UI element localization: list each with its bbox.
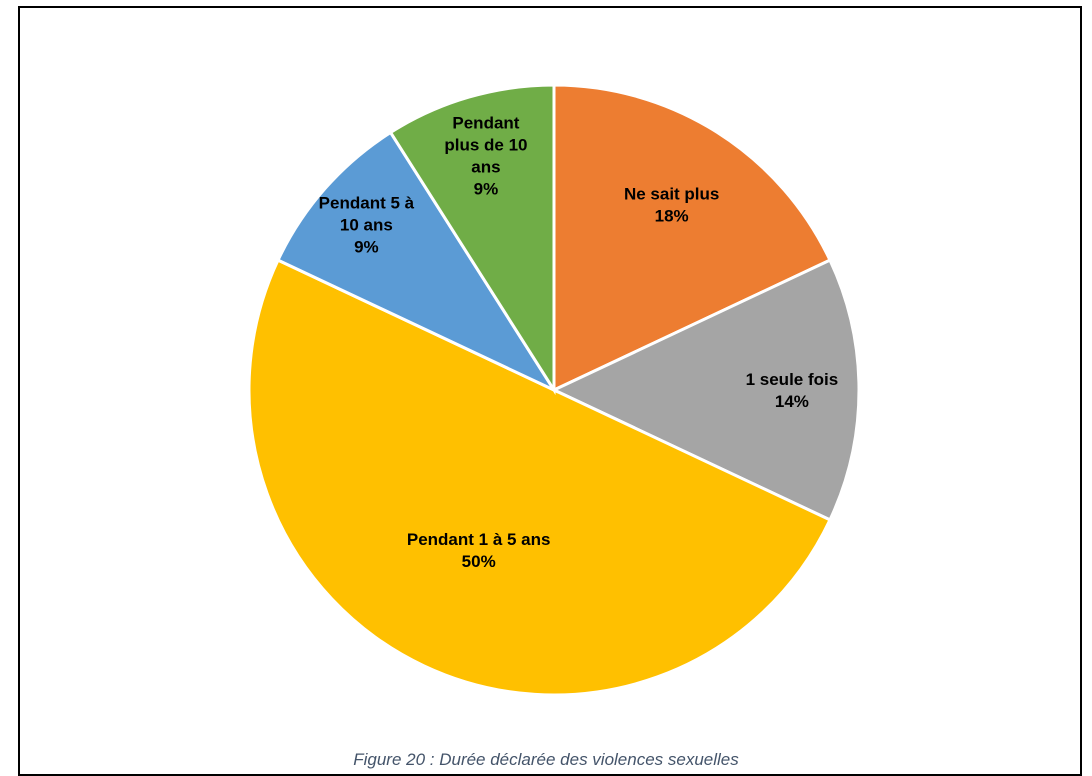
pie-slice-4 [276,130,559,394]
pie-slice-5 [388,83,556,396]
slice-percent-label: 9% [354,238,379,257]
slice-category-label: Pendant [452,114,519,133]
slice-category-label: ans [471,158,500,177]
slice-percent-label: 9% [474,180,499,199]
slice-percent-label: 18% [655,207,689,226]
slice-category-label: plus de 10 [444,136,527,155]
slice-label-3: Pendant 1 à 5 ans 50% [407,530,551,571]
pie-slice-3 [247,258,832,697]
slice-category-label: Ne sait plus [624,185,719,204]
slice-percent-label: 50% [462,552,496,571]
slice-percent-label: 14% [775,392,809,411]
slice-category-label: Pendant 1 à 5 ans [407,530,551,549]
slice-label-1: Ne sait plus 18% [624,185,719,226]
slice-category-label: Pendant 5 à [319,194,415,213]
figure-caption: Figure 20 : Durée déclarée des violences… [353,750,739,769]
slice-label-5: Pendant plus de 10 ans 9% [444,114,527,199]
slice-label-2: 1 seule fois 14% [746,370,839,411]
slice-category-label: 10 ans [340,216,393,235]
slice-label-4: Pendant 5 à 10 ans 9% [319,194,415,257]
pie-slice-1 [552,83,832,393]
pie-slice-2 [550,258,861,522]
slice-category-label: 1 seule fois [746,370,839,389]
